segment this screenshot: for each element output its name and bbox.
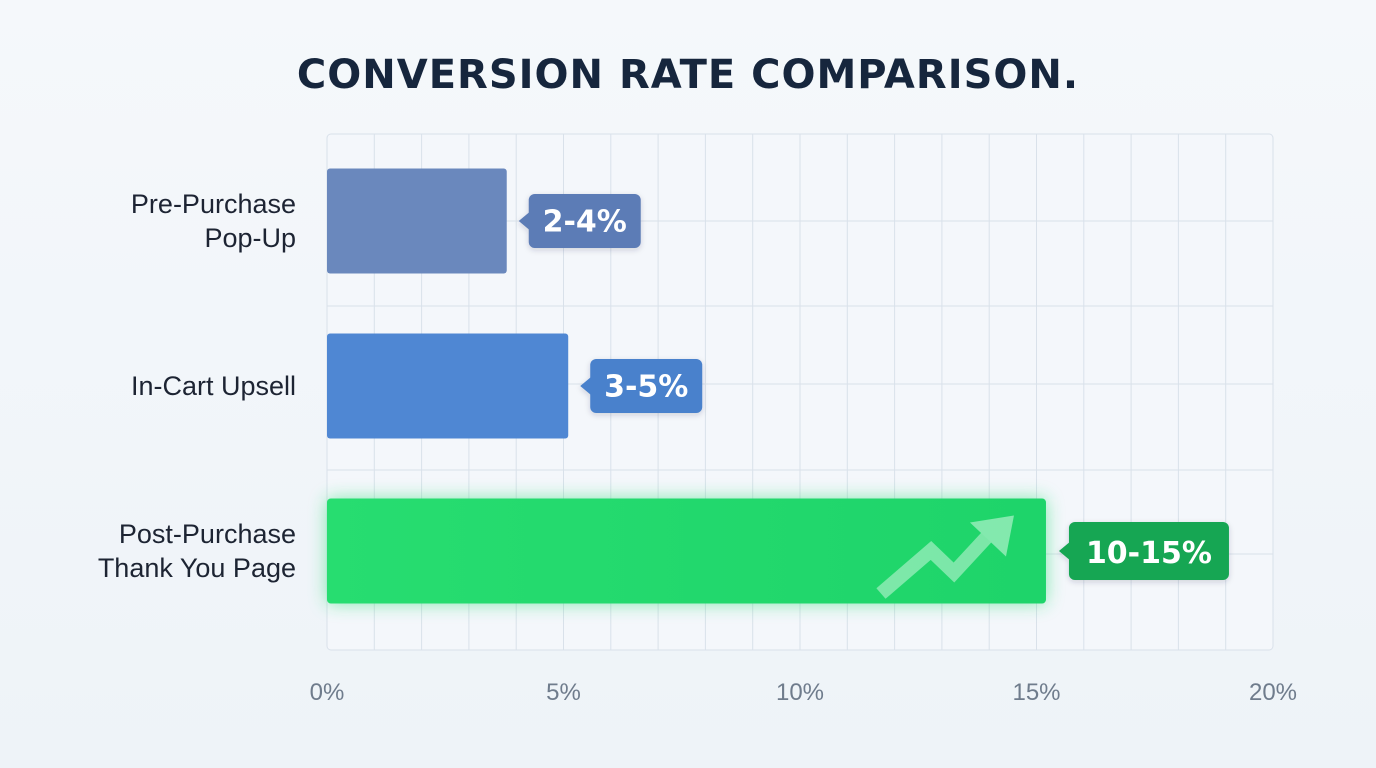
callout-pointer [580,376,593,396]
arrow-head [969,515,1014,557]
data-label: 10-15% [1086,536,1212,571]
x-tick-label: 5% [546,679,581,706]
data-label-callout: 3-5% [580,359,703,413]
trending-up-arrow-icon [876,515,1014,599]
callout-pointer [1058,541,1071,561]
chart-title: CONVERSION RATE COMPARISON. [296,52,1080,98]
bar [327,333,569,439]
data-label: 3-5% [604,370,688,405]
data-label: 2-4% [543,205,627,240]
bar [327,498,1046,604]
x-tick-label: 0% [310,679,345,706]
category-label: Pre-Purchase Pop-Up [131,189,296,253]
callout-box [1068,522,1229,580]
category-label-line: Post-Purchase [119,519,296,549]
callout-box [590,359,703,413]
category-label-line: Thank You Page [98,553,296,583]
bar [327,168,507,274]
category-label: Post-Purchase Thank You Page [98,519,296,583]
category-label: In-Cart Upsell [131,371,296,401]
category-label-line: Pre-Purchase [131,189,296,219]
category-label-line: In-Cart Upsell [131,371,296,401]
category-label-line: Pop-Up [204,223,296,253]
x-tick-label: 15% [1012,679,1060,706]
data-label-callout: 10-15% [1058,522,1229,580]
arrow-trend-line [876,527,997,599]
x-tick-label: 10% [776,679,824,706]
x-tick-label: 20% [1249,679,1297,706]
callout-pointer [518,211,531,231]
data-label-callout: 2-4% [518,194,641,248]
callout-box [528,194,641,248]
